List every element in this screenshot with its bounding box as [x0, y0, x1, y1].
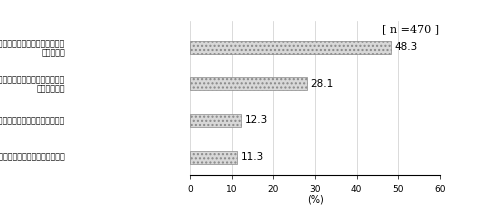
Bar [190, 77, 307, 90]
Text: 12.3: 12.3 [244, 115, 268, 125]
Text: として設定: として設定 [41, 48, 65, 57]
Text: 在職老齢年金、高年齢雇用継続基本給付金両方の受給を目標: 在職老齢年金、高年齢雇用継続基本給付金両方の受給を目標 [0, 39, 65, 48]
Bar [190, 114, 241, 127]
Text: [ n =470 ]: [ n =470 ] [382, 24, 439, 34]
Text: 在職老齢年金の受給を目標として設定: 在職老齢年金の受給を目標として設定 [0, 153, 65, 162]
Text: 高年齢雇用継続基本給付金の受給を目標として設定: 高年齢雇用継続基本給付金の受給を目標として設定 [0, 116, 65, 125]
Text: 11.3: 11.3 [240, 152, 264, 162]
X-axis label: (%): (%) [306, 195, 324, 205]
Text: 48.3: 48.3 [394, 42, 418, 52]
Text: ず自由に設定: ず自由に設定 [36, 85, 65, 94]
Bar [190, 41, 391, 54]
Text: 在職老齢年金、高年齢雇用継続基本給付金の受給は目標とせ: 在職老齢年金、高年齢雇用継続基本給付金の受給は目標とせ [0, 76, 65, 85]
Text: 28.1: 28.1 [310, 79, 334, 89]
Bar [190, 151, 237, 163]
